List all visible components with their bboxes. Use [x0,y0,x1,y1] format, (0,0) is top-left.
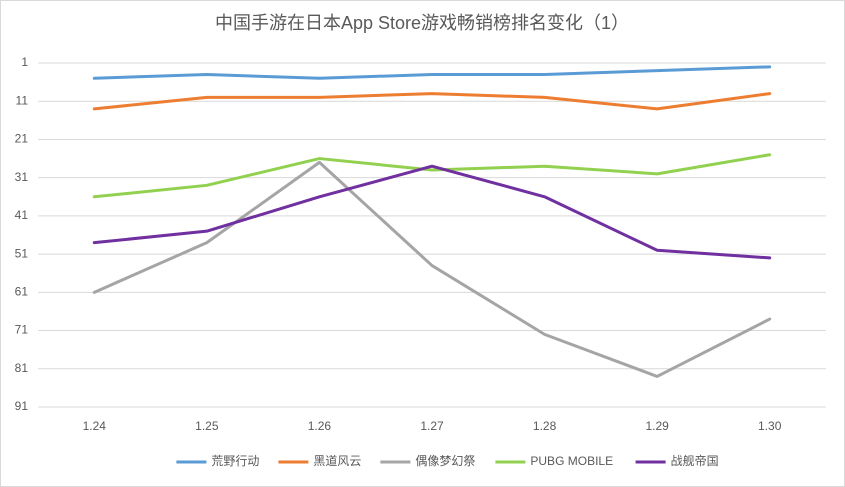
y-tick-label: 21 [15,132,29,146]
legend-label: PUBG MOBILE [530,454,613,468]
chart-title: 中国手游在日本App Store游戏畅销榜排名变化（1） [215,13,629,33]
legend-label: 偶像梦幻祭 [415,454,475,468]
y-tick-label: 41 [15,208,29,222]
y-tick-label: 31 [15,170,29,184]
x-tick-label: 1.26 [308,419,332,433]
x-tick-label: 1.29 [645,419,669,433]
y-tick-label: 11 [16,93,29,107]
series-line [92,160,772,378]
series-line [92,92,772,111]
y-tick-label: 71 [15,323,29,337]
series-line [92,153,772,199]
x-tick-label: 1.30 [758,419,782,433]
series-line [92,164,772,260]
y-tick-label: 61 [15,285,29,299]
y-tick-label: 51 [15,246,29,260]
y-tick-label: 81 [15,361,29,375]
series-line [92,65,772,80]
legend-label: 黑道风云 [313,454,361,468]
y-tick-label: 91 [15,399,29,413]
x-tick-label: 1.25 [195,419,219,433]
legend-label: 荒野行动 [211,454,259,468]
y-tick-label: 1 [21,55,28,69]
x-tick-label: 1.28 [533,419,557,433]
legend-label: 战舰帝国 [671,453,719,468]
x-tick-label: 1.24 [83,419,107,433]
x-tick-label: 1.27 [420,419,444,433]
